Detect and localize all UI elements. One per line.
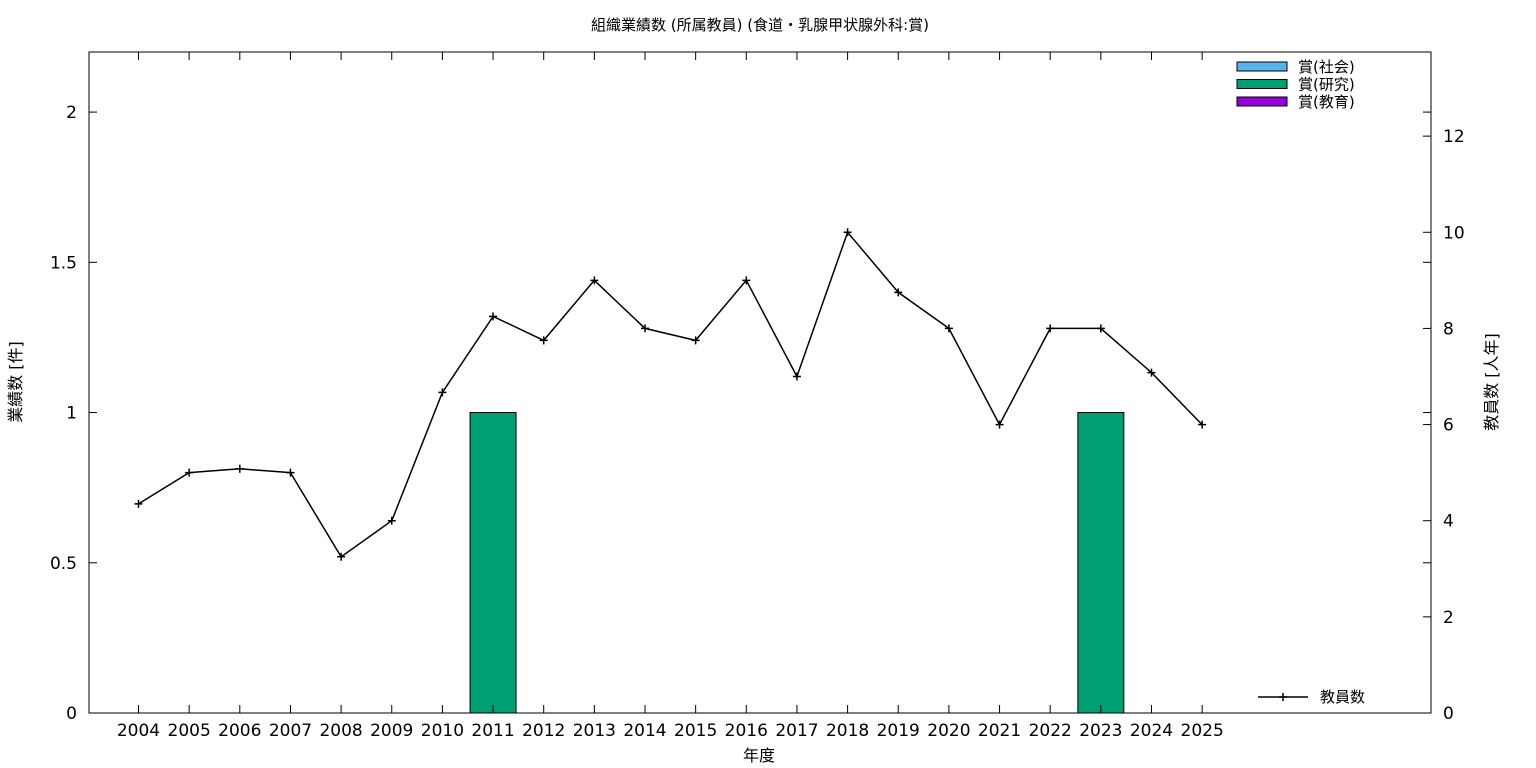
x-tick-label: 2012 (522, 721, 565, 741)
legend-label: 賞(社会) (1298, 58, 1355, 76)
line-point-2021 (995, 420, 1004, 429)
x-tick-label: 2011 (471, 721, 514, 741)
x-tick-label: 2015 (674, 721, 717, 741)
x-tick-label: 2024 (1130, 721, 1173, 741)
x-axis-label: 年度 (743, 746, 775, 765)
line-point-2012 (539, 336, 548, 345)
y2-axis-label: 教員数 [人年] (1482, 333, 1501, 431)
y-axis-left: 0 0.5 1 1.5 2 (50, 103, 1431, 724)
line-point-2025 (1198, 420, 1207, 429)
legend: 賞(社会)賞(研究)賞(教育) 教員数 (1236, 58, 1365, 706)
bar-layer (469, 412, 1125, 714)
line-point-2020 (944, 324, 953, 333)
line-point-2011 (489, 312, 498, 321)
x-tick-label: 2004 (117, 721, 160, 741)
y-tick-label: 0.5 (50, 554, 77, 574)
line-point-2008 (337, 552, 346, 561)
y-tick-label: 1.5 (50, 253, 77, 273)
line-layer (134, 228, 1207, 561)
line-point-2004 (134, 499, 143, 508)
y-tick-label: 0 (66, 704, 77, 724)
x-tick-label: 2025 (1181, 721, 1224, 741)
legend-label: 教員数 (1320, 688, 1365, 706)
line-series (138, 230, 1203, 558)
y2-tick-label: 8 (1443, 319, 1454, 339)
x-tick-label: 2008 (319, 721, 362, 741)
x-tick-label: 2009 (370, 721, 413, 741)
x-tick-label: 2019 (877, 721, 920, 741)
y-axis-right: 0 2 4 6 8 10 12 (1423, 127, 1465, 724)
legend-swatch (1236, 79, 1288, 89)
x-tick-label: 2022 (1029, 721, 1072, 741)
legend-swatch (1236, 96, 1288, 107)
y2-tick-label: 12 (1443, 127, 1465, 147)
x-tick-label: 2013 (573, 721, 616, 741)
x-tick-label: 2021 (978, 721, 1021, 741)
x-tick-label: 2016 (725, 721, 768, 741)
y2-tick-label: 10 (1443, 223, 1465, 243)
x-tick-label: 2023 (1079, 721, 1122, 741)
x-axis: 2004 2005 2006 2007 2008 2009 2010 2011 2012 2013… (117, 52, 1224, 741)
line-point-2017 (792, 372, 801, 381)
y2-tick-label: 4 (1443, 512, 1454, 532)
y-axis-label: 業績数 [件] (6, 341, 25, 423)
bar-2011 (469, 412, 517, 714)
legend-label: 賞(研究) (1298, 76, 1355, 94)
x-tick-label: 2014 (623, 721, 666, 741)
x-tick-label: 2018 (826, 721, 869, 741)
x-tick-label: 2017 (775, 721, 818, 741)
line-point-2009 (387, 516, 396, 525)
line-point-2014 (641, 324, 649, 333)
x-tick-label: 2010 (421, 721, 464, 741)
x-tick-label: 2020 (927, 721, 970, 741)
y2-tick-label: 6 (1443, 416, 1454, 436)
line-point-2007 (286, 468, 295, 477)
chart-title: 組織業績数 (所属教員) (食道・乳腺甲状腺外科:賞) (591, 16, 929, 34)
x-tick-label: 2005 (168, 721, 211, 741)
legend-swatch (1236, 61, 1288, 72)
x-tick-label: 2006 (218, 721, 261, 741)
line-point-2005 (185, 468, 194, 477)
y-tick-label: 2 (66, 103, 77, 123)
line-point-2015 (691, 336, 700, 345)
line-point-2010 (438, 388, 447, 397)
bar-2023 (1077, 412, 1125, 714)
legend-label: 賞(教育) (1298, 93, 1355, 111)
line-point-2016 (742, 276, 751, 285)
y-tick-label: 1 (66, 404, 77, 424)
line-point-2013 (590, 276, 599, 285)
line-point-2019 (894, 288, 903, 297)
plot-frame (88, 51, 1432, 714)
y2-tick-label: 0 (1443, 704, 1454, 724)
x-tick-label: 2007 (269, 721, 312, 741)
line-point-2024 (1147, 368, 1156, 377)
line-point-2022 (1046, 324, 1055, 333)
y2-tick-label: 2 (1443, 608, 1454, 628)
line-point-2018 (843, 228, 852, 237)
legend-line-marker (1279, 693, 1287, 701)
line-point-2006 (235, 464, 244, 473)
line-point-2023 (1096, 324, 1105, 333)
